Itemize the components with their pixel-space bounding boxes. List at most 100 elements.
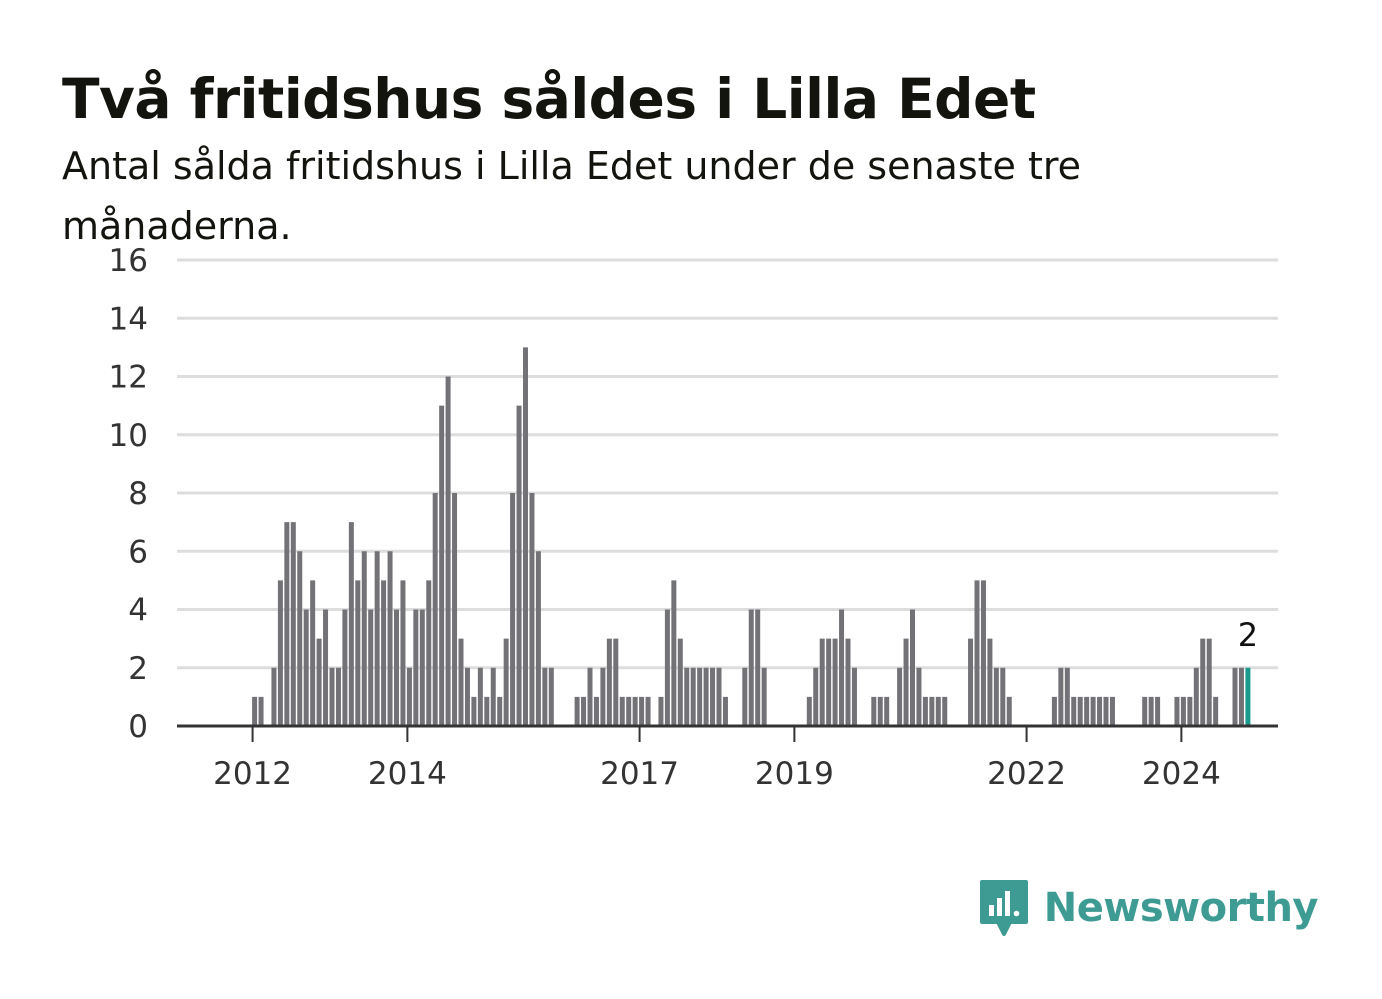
bar (645, 696, 651, 726)
bar (929, 696, 935, 726)
bar (394, 609, 399, 726)
x-tick-label: 2014 (368, 756, 447, 792)
bar (761, 667, 767, 726)
bar (606, 638, 612, 726)
bar (510, 493, 516, 726)
bar (374, 551, 380, 726)
bar (587, 667, 593, 726)
y-tick-label: 10 (109, 418, 148, 454)
bar (1180, 696, 1186, 726)
bar (361, 551, 367, 726)
bar (897, 667, 903, 726)
bar (303, 609, 309, 726)
bar (1051, 696, 1057, 726)
bar (419, 609, 425, 726)
bar (1245, 667, 1251, 726)
bar (484, 696, 490, 726)
bar (497, 696, 503, 726)
bar (755, 609, 761, 726)
bar (813, 667, 819, 726)
bar (910, 609, 915, 726)
y-tick-label: 14 (109, 301, 148, 337)
bar (703, 667, 709, 726)
bar (477, 667, 483, 726)
bar (600, 667, 606, 726)
bar (1006, 696, 1012, 726)
bar (355, 580, 361, 726)
y-tick-label: 6 (128, 534, 148, 570)
bar (277, 580, 283, 726)
bar (884, 696, 890, 726)
bar (1200, 638, 1206, 726)
last-value-label: 2 (1238, 616, 1258, 654)
bar (381, 580, 387, 726)
bar (593, 696, 599, 726)
bar (1155, 696, 1161, 726)
bar (877, 696, 883, 726)
bar (387, 551, 393, 726)
bar (690, 667, 696, 726)
bar (471, 696, 477, 726)
y-tick-label: 8 (128, 476, 148, 512)
bar (677, 638, 683, 726)
brand: Newsworthy (978, 878, 1319, 938)
bar (639, 696, 645, 726)
bar (464, 667, 470, 726)
page-title: Två fritidshus såldes i Lilla Edet (62, 67, 1036, 131)
newsworthy-logo-icon (979, 880, 1028, 936)
bar (1193, 667, 1199, 726)
x-axis-ticks: 2012 2014 2017 2019 2022 2024 (213, 726, 1221, 792)
y-tick-label: 12 (109, 360, 148, 396)
x-tick-label: 2024 (1142, 756, 1221, 792)
bar (1238, 667, 1244, 726)
bar (1090, 696, 1096, 726)
bar (426, 580, 432, 726)
bar (523, 347, 528, 726)
bar (1213, 696, 1219, 726)
bar (942, 696, 948, 726)
bar (845, 638, 851, 726)
bar (722, 696, 728, 726)
bar (1103, 696, 1109, 726)
bar (748, 609, 754, 726)
bar (619, 696, 625, 726)
bar (1077, 696, 1083, 726)
bar (974, 580, 980, 726)
bar (329, 667, 335, 726)
bar (297, 551, 303, 726)
page-subtitle: Antal sålda fritidshus i Lilla Edet unde… (62, 144, 1082, 248)
bar (368, 609, 374, 726)
bar (542, 667, 548, 726)
y-tick-label: 4 (128, 593, 148, 629)
x-tick-label: 2012 (213, 756, 292, 792)
bar (1148, 696, 1154, 726)
x-tick-label: 2019 (755, 756, 834, 792)
bar (671, 580, 677, 726)
y-tick-label: 16 (109, 243, 148, 279)
bar (658, 696, 664, 726)
bar (335, 667, 341, 726)
bar (916, 667, 922, 726)
bar (1232, 667, 1238, 726)
bar (310, 580, 316, 726)
bar (432, 493, 438, 726)
x-tick-label: 2017 (600, 756, 679, 792)
bar (1206, 638, 1212, 726)
bar (613, 638, 619, 726)
bar (710, 667, 716, 726)
bar (716, 667, 722, 726)
bar (458, 638, 464, 726)
bar (632, 696, 638, 726)
bar (406, 667, 412, 726)
bar (400, 580, 406, 726)
bar (987, 638, 993, 726)
bar (574, 696, 580, 726)
bar (290, 522, 296, 726)
bar (323, 609, 329, 726)
bar (439, 405, 445, 726)
bar (968, 638, 974, 726)
bar (697, 667, 703, 726)
bar (316, 638, 322, 726)
bar (1187, 696, 1193, 726)
